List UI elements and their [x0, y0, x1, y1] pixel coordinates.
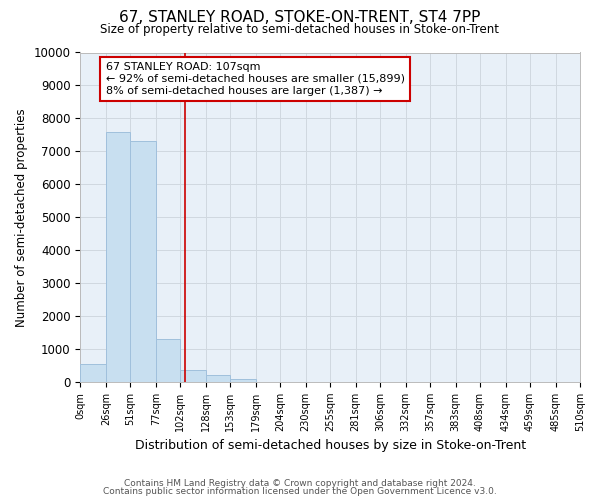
Bar	[80, 364, 106, 382]
Y-axis label: Number of semi-detached properties: Number of semi-detached properties	[15, 108, 28, 326]
Bar	[130, 142, 156, 382]
Text: Contains public sector information licensed under the Open Government Licence v3: Contains public sector information licen…	[103, 487, 497, 496]
Text: Contains HM Land Registry data © Crown copyright and database right 2024.: Contains HM Land Registry data © Crown c…	[124, 478, 476, 488]
Text: 67, STANLEY ROAD, STOKE-ON-TRENT, ST4 7PP: 67, STANLEY ROAD, STOKE-ON-TRENT, ST4 7P…	[119, 10, 481, 25]
Bar	[230, 378, 256, 382]
Bar	[180, 370, 206, 382]
Text: 67 STANLEY ROAD: 107sqm
← 92% of semi-detached houses are smaller (15,899)
8% of: 67 STANLEY ROAD: 107sqm ← 92% of semi-de…	[106, 62, 405, 96]
Text: Size of property relative to semi-detached houses in Stoke-on-Trent: Size of property relative to semi-detach…	[101, 22, 499, 36]
Bar	[156, 339, 180, 382]
X-axis label: Distribution of semi-detached houses by size in Stoke-on-Trent: Distribution of semi-detached houses by …	[134, 440, 526, 452]
Bar	[106, 132, 130, 382]
Bar	[206, 376, 230, 382]
